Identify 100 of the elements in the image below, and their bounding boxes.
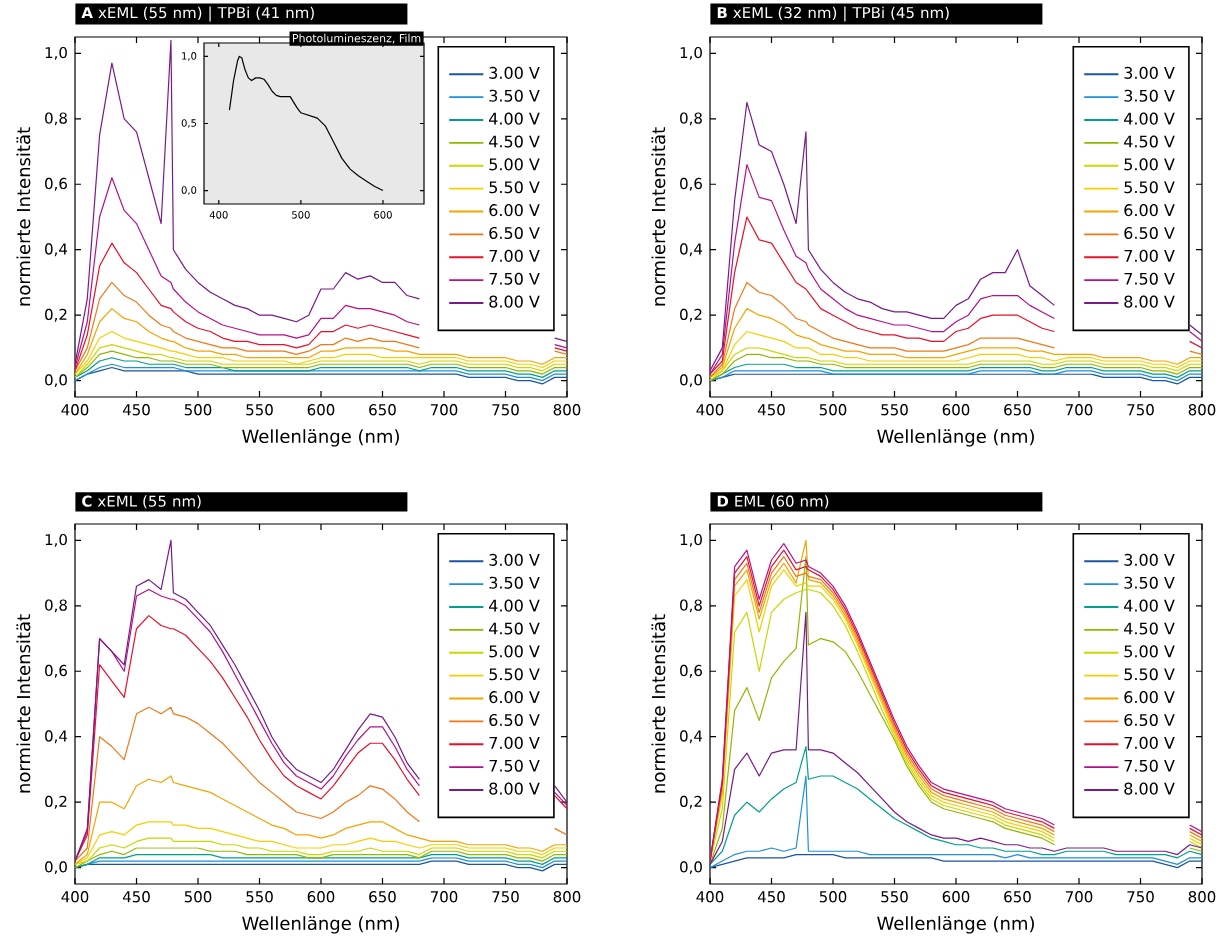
x-tick-label: 450 [757, 404, 785, 416]
legend-label: 6.00 V [1124, 204, 1175, 217]
x-tick-label: 750 [492, 891, 519, 903]
legend-label: 3.50 V [1124, 89, 1175, 102]
x-tick-label: 700 [430, 891, 458, 903]
legend-label: 3.00 V [1124, 553, 1175, 566]
legend-label: 7.00 V [1124, 736, 1175, 749]
x-tick-label: 650 [1004, 404, 1031, 416]
y-tick-label: 0,2 [680, 308, 702, 322]
x-tick-label: 700 [1065, 891, 1093, 903]
legend-label: 6.00 V [1124, 691, 1175, 704]
legend-label: 4.50 V [1124, 135, 1175, 148]
legend-label: 7.00 V [1124, 249, 1175, 262]
y-tick-label: 0,8 [680, 112, 702, 126]
legend-label: 6.50 V [1124, 226, 1175, 240]
x-tick-label: 500 [819, 891, 847, 903]
x-tick-label: 600 [942, 404, 970, 416]
chart-title: D EML (60 nm) [717, 495, 829, 509]
x-tick-label: 550 [881, 891, 908, 903]
legend-label: 8.00 V [1124, 782, 1175, 795]
legend-label: 3.00 V [1124, 66, 1175, 79]
legend-label: 3.00 V [489, 66, 540, 79]
x-tick-label: 400 [61, 404, 89, 416]
x-tick-label: 500 [184, 891, 212, 903]
x-tick-label: 800 [1188, 891, 1216, 903]
legend-label: 4.50 V [489, 622, 540, 635]
x-axis-title: Wellenlänge (nm) [877, 429, 1034, 447]
x-tick-label: 500 [184, 404, 212, 416]
x-tick-label: 500 [292, 211, 310, 219]
chart-title: A xEML (55 nm) | TPBi (41 nm) [81, 6, 314, 22]
x-tick-label: 650 [369, 891, 396, 903]
chart-title: B xEML (32 nm) | TPBi (45 nm) [717, 6, 949, 22]
legend-label: 7.50 V [489, 759, 540, 772]
legend-label: 7.00 V [489, 249, 540, 262]
x-tick-label: 750 [1127, 404, 1154, 416]
legend-label: 3.50 V [489, 89, 540, 102]
y-tick-label: 0,4 [45, 730, 68, 744]
y-tick-label: 0,6 [45, 664, 67, 678]
legend-label: 6.50 V [489, 226, 540, 240]
x-axis-title: Wellenlänge (nm) [877, 916, 1034, 934]
legend-label: 6.00 V [489, 204, 540, 217]
x-tick-label: 650 [369, 404, 396, 416]
x-tick-label: 450 [122, 891, 150, 903]
y-tick-label: 0,4 [680, 243, 703, 257]
legend-label: 5.00 V [1124, 158, 1175, 171]
y-tick-label: 0,8 [45, 599, 67, 613]
y-tick-label: 1,0 [680, 46, 702, 60]
legend-label: 4.00 V [489, 599, 540, 612]
y-tick-label: 1,0 [680, 533, 702, 547]
legend-label: 5.00 V [489, 158, 540, 171]
legend-label: 7.50 V [1124, 759, 1175, 772]
x-tick-label: 400 [696, 891, 724, 903]
y-tick-label: 0,8 [45, 112, 67, 126]
legend-label: 4.50 V [489, 135, 540, 148]
y-tick-label: 0,4 [680, 730, 703, 744]
legend-label: 5.50 V [1124, 181, 1175, 194]
y-tick-label: 0,2 [680, 795, 702, 809]
y-axis-title: normierte Intensität [651, 614, 666, 793]
x-tick-label: 550 [246, 891, 273, 903]
y-tick-label: 0,6 [45, 177, 67, 191]
legend-label: 8.00 V [489, 782, 540, 795]
y-tick-label: 0,4 [45, 243, 68, 257]
legend-label: 5.50 V [489, 181, 540, 194]
x-tick-label: 750 [1127, 891, 1154, 903]
x-tick-label: 700 [1065, 404, 1093, 416]
x-tick-label: 650 [1004, 891, 1031, 903]
legend-label: 3.00 V [489, 553, 540, 566]
x-axis-title: Wellenlänge (nm) [242, 916, 399, 934]
y-tick-label: 0,0 [680, 374, 702, 388]
y-tick-label: 0,8 [680, 599, 702, 613]
legend-label: 6.50 V [1124, 713, 1175, 727]
y-tick-label: 0,2 [45, 795, 67, 809]
x-tick-label: 600 [942, 891, 970, 903]
legend-label: 5.00 V [1124, 645, 1175, 658]
legend-label: 7.50 V [489, 272, 540, 285]
x-tick-label: 600 [307, 891, 335, 903]
y-tick-label: 0,5 [181, 119, 197, 128]
x-tick-label: 450 [757, 891, 785, 903]
x-tick-label: 600 [374, 211, 392, 219]
legend-label: 6.50 V [489, 713, 540, 727]
y-tick-label: 1,0 [45, 533, 67, 547]
y-tick-label: 0,0 [181, 186, 197, 195]
legend-label: 5.50 V [1124, 668, 1175, 681]
legend-label: 3.50 V [1124, 576, 1175, 589]
x-tick-label: 700 [430, 404, 458, 416]
legend-label: 4.00 V [489, 112, 540, 125]
y-tick-label: 1,0 [45, 46, 67, 60]
legend-label: 8.00 V [489, 295, 540, 308]
y-tick-label: 0,0 [680, 861, 702, 875]
legend-label: 8.00 V [1124, 295, 1175, 308]
legend-label: 4.00 V [1124, 599, 1175, 612]
x-tick-label: 600 [307, 404, 335, 416]
x-tick-label: 550 [881, 404, 908, 416]
legend-label: 7.00 V [489, 736, 540, 749]
y-axis-title: normierte Intensität [651, 127, 666, 306]
legend-label: 3.50 V [489, 576, 540, 589]
x-tick-label: 800 [553, 404, 581, 416]
y-tick-label: 1,0 [182, 52, 197, 61]
y-tick-label: 0,6 [680, 664, 702, 678]
legend-label: 6.00 V [489, 691, 540, 704]
